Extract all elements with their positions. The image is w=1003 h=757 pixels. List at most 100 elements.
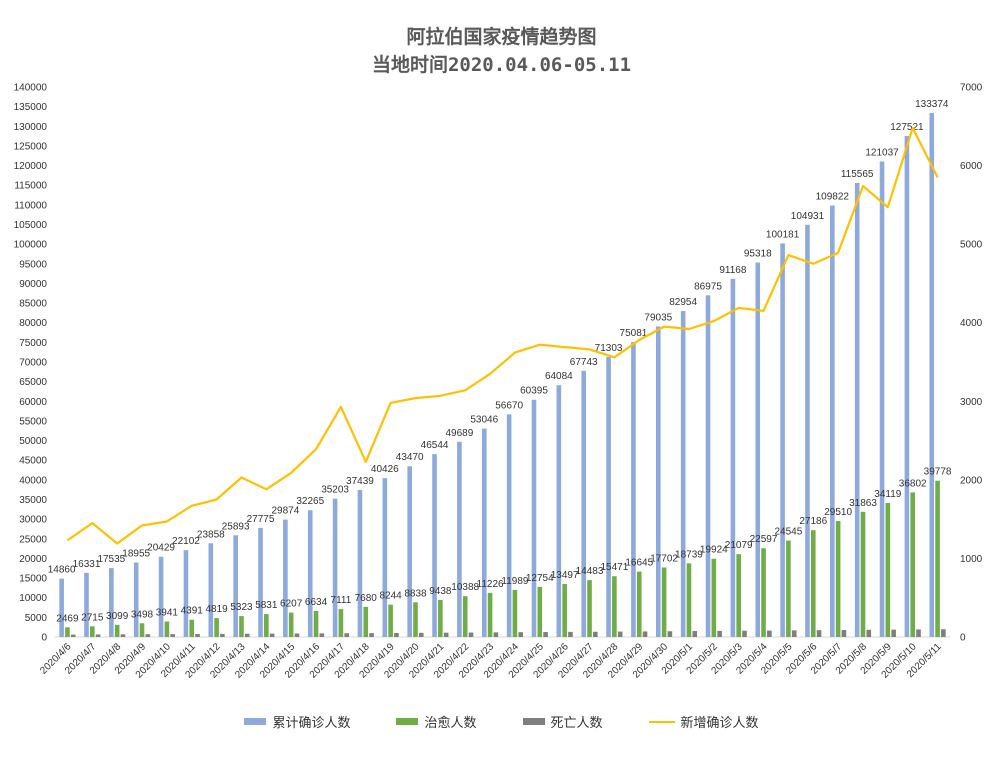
bar-1: [711, 558, 717, 637]
bar-0: [830, 205, 835, 637]
data-label-recovered: 10388: [451, 582, 479, 593]
bar-1: [661, 567, 667, 637]
data-label-cumulative: 60395: [520, 386, 548, 397]
data-label-cumulative: 27775: [247, 514, 275, 525]
data-label-cumulative: 95318: [744, 249, 772, 260]
y-left-tick-label: 105000: [14, 220, 48, 231]
y-left-tick-label: 110000: [14, 200, 47, 211]
bar-1: [786, 540, 791, 637]
data-label-cumulative: 35203: [321, 485, 349, 496]
data-label-recovered: 16645: [625, 558, 653, 569]
data-label-cumulative: 91168: [719, 265, 747, 276]
y-right-tick-label: 3000: [960, 397, 983, 408]
bar-0: [556, 385, 562, 637]
bar-1: [438, 599, 443, 637]
bar-1: [413, 602, 418, 637]
bar-0: [805, 224, 810, 638]
bar-0: [606, 356, 611, 637]
data-label-cumulative: 22102: [172, 536, 200, 547]
data-label-cumulative: 43470: [396, 452, 424, 463]
data-label-cumulative: 16331: [73, 559, 101, 570]
y-right-tick-label: 1000: [960, 554, 983, 565]
data-label-recovered: 24545: [774, 527, 802, 538]
bar-0: [655, 326, 661, 637]
data-label-recovered: 5323: [230, 602, 253, 613]
bar-1: [885, 502, 891, 637]
bar-2: [195, 634, 200, 637]
bar-0: [904, 136, 910, 637]
data-label-recovered: 19924: [700, 545, 728, 556]
data-label-cumulative: 75081: [620, 328, 648, 339]
bar-0: [407, 466, 412, 637]
chart-legend: 累计确诊人数 治愈人数 死亡人数 新增确诊人数: [0, 712, 1003, 731]
bar-1: [537, 586, 543, 637]
bar-0: [382, 478, 388, 637]
data-label-recovered: 3498: [131, 609, 154, 620]
y-left-tick-label: 80000: [19, 318, 47, 329]
bar-1: [189, 619, 195, 637]
bar-1: [487, 592, 493, 637]
y-left-tick-label: 70000: [19, 358, 47, 369]
y-left-tick-label: 75000: [19, 338, 47, 349]
bar-0: [109, 568, 114, 637]
y-left-tick-label: 50000: [19, 436, 47, 447]
bar-2: [269, 633, 275, 637]
bar-0: [183, 550, 189, 637]
y-left-tick-label: 65000: [19, 377, 47, 388]
y-left-tick-label: 55000: [19, 416, 47, 427]
y-right-tick-label: 4000: [960, 318, 983, 329]
bar-0: [357, 489, 363, 637]
bar-1: [239, 616, 244, 637]
data-label-cumulative: 53046: [470, 415, 498, 426]
chart-title: 阿拉伯国家疫情趋势图: [406, 26, 597, 48]
y-right-tick-label: 5000: [960, 240, 983, 251]
bar-0: [233, 535, 238, 637]
data-label-cumulative: 20429: [147, 543, 175, 554]
data-label-cumulative: 64084: [545, 371, 573, 382]
y-left-tick-label: 120000: [14, 161, 48, 172]
bar-1: [363, 606, 369, 637]
bar-2: [841, 629, 847, 637]
data-label-recovered: 8244: [380, 591, 403, 602]
data-label-recovered: 13497: [551, 570, 579, 581]
y-left-tick-label: 115000: [14, 181, 47, 192]
data-label-recovered: 5831: [255, 600, 278, 611]
bar-2: [443, 632, 449, 637]
bar-0: [481, 428, 487, 637]
data-label-recovered: 3941: [156, 608, 179, 619]
y-left-tick-label: 60000: [19, 397, 47, 408]
bar-0: [581, 370, 587, 637]
data-label-recovered: 2469: [56, 613, 79, 624]
bar-2: [642, 631, 648, 637]
line-new-cases: [66, 126, 939, 545]
bar-1: [736, 554, 741, 637]
data-label-cumulative: 18955: [122, 549, 150, 560]
y-right-tick-label: 2000: [960, 475, 983, 486]
bar-2: [145, 634, 151, 637]
data-label-recovered: 2715: [81, 612, 104, 623]
y-right-tick-label: 6000: [960, 161, 983, 172]
chart-subtitle: 当地时间2020.04.06-05.11: [371, 54, 632, 76]
bar-1: [313, 610, 319, 637]
data-label-recovered: 4819: [205, 604, 228, 615]
legend-swatch-recovered: [396, 718, 419, 725]
data-label-cumulative: 40426: [371, 464, 399, 475]
y-left-tick-label: 0: [41, 633, 47, 644]
data-label-recovered: 15471: [600, 562, 628, 573]
bar-2: [170, 634, 175, 637]
bar-1: [338, 609, 344, 637]
bar-0: [158, 556, 164, 637]
y-left-tick-label: 130000: [14, 122, 48, 133]
data-label-recovered: 6634: [305, 597, 328, 608]
data-label-recovered: 21079: [725, 540, 753, 551]
bar-2: [120, 634, 126, 637]
bar-1: [214, 618, 219, 637]
legend-item-deaths: 死亡人数: [522, 712, 603, 731]
bar-2: [294, 633, 300, 637]
bar-0: [780, 243, 785, 637]
y-left-tick-label: 20000: [19, 554, 47, 565]
data-label-recovered: 34119: [874, 489, 902, 500]
y-left-tick-label: 100000: [14, 240, 48, 251]
data-label-recovered: 27186: [799, 516, 827, 527]
data-label-cumulative: 115565: [841, 169, 874, 180]
